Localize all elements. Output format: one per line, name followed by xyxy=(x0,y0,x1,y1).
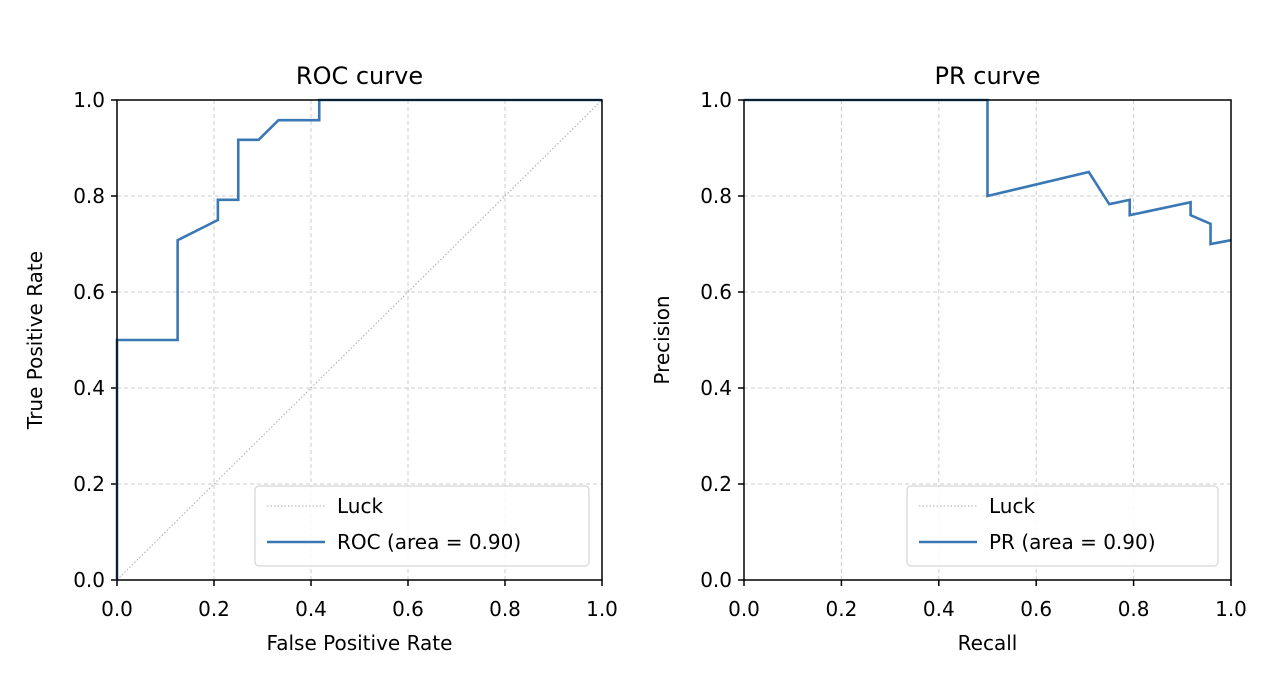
y-tick-label: 0.6 xyxy=(73,280,105,304)
roc-series-curve xyxy=(115,98,602,580)
x-tick-label: 0.8 xyxy=(489,597,521,621)
legend-label: Luck xyxy=(989,494,1035,518)
y-tick-label: 0.8 xyxy=(700,184,732,208)
y-tick-label: 0.4 xyxy=(73,376,105,400)
pr-series-curve xyxy=(744,98,1232,246)
x-tick-label: 0.0 xyxy=(101,597,133,621)
x-tick-label: 0.0 xyxy=(728,597,760,621)
y-tick-label: 0.2 xyxy=(700,472,732,496)
legend-box xyxy=(254,485,590,567)
legend-label: PR (area = 0.90) xyxy=(989,530,1156,554)
y-tick-label: 1.0 xyxy=(700,88,732,112)
y-tick-label: 0.0 xyxy=(700,568,732,592)
x-tick-label: 0.6 xyxy=(1020,597,1052,621)
chart-title: PR curve xyxy=(934,62,1040,90)
x-axis-label: False Positive Rate xyxy=(267,631,453,655)
y-axis-label: True Positive Rate xyxy=(23,251,47,430)
chart-title: ROC curve xyxy=(296,62,423,90)
x-axis-label: Recall xyxy=(958,631,1018,655)
x-tick-label: 0.8 xyxy=(1118,597,1150,621)
y-axis-label: Precision xyxy=(650,295,674,384)
x-tick-label: 1.0 xyxy=(1215,597,1247,621)
legend-label: ROC (area = 0.90) xyxy=(337,530,521,554)
y-tick-label: 0.0 xyxy=(73,568,105,592)
legend: Luck PR (area = 0.90) xyxy=(906,485,1219,567)
x-tick-label: 1.0 xyxy=(586,597,618,621)
legend: Luck ROC (area = 0.90) xyxy=(254,485,590,567)
plot-frame xyxy=(743,99,1232,581)
pr-chart: 0.0 0.2 0.4 0.6 0.8 1.0 0.0 0.2 0.4 0.6 0.8 1.0 PR c… xyxy=(650,62,1247,655)
x-tick-label: 0.2 xyxy=(825,597,857,621)
x-tick-label: 0.4 xyxy=(295,597,327,621)
y-tick-label: 0.8 xyxy=(73,184,105,208)
x-tick-label: 0.2 xyxy=(198,597,230,621)
y-tick-label: 1.0 xyxy=(73,88,105,112)
y-tick-label: 0.2 xyxy=(73,472,105,496)
plot-frame xyxy=(116,99,603,581)
y-tick-label: 0.4 xyxy=(700,376,732,400)
y-tick-label: 0.6 xyxy=(700,280,732,304)
x-tick-label: 0.4 xyxy=(923,597,955,621)
x-tick-label: 0.6 xyxy=(392,597,424,621)
legend-label: Luck xyxy=(337,494,383,518)
roc-chart: 0.0 0.2 0.4 0.6 0.8 1.0 0.0 0.2 0.4 0.6 0.8 1.0 ROC … xyxy=(23,62,618,655)
legend-box xyxy=(906,485,1219,567)
